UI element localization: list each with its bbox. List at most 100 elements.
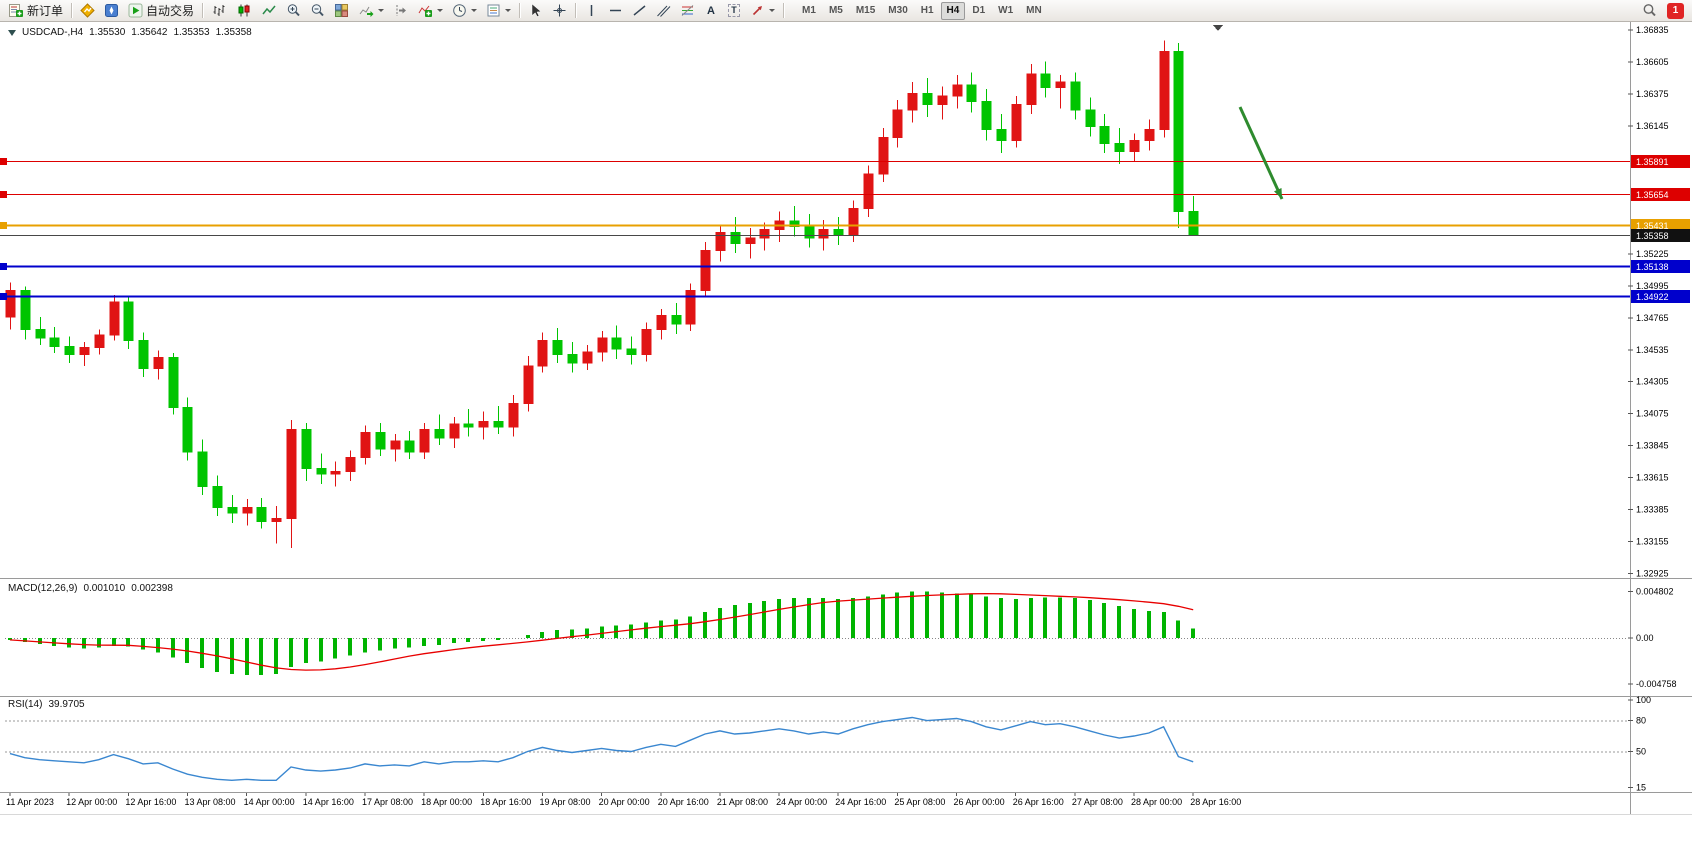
chart-shift-button[interactable] bbox=[389, 1, 412, 21]
indicators-button[interactable] bbox=[413, 1, 447, 21]
timeframe-w1-button[interactable]: W1 bbox=[998, 5, 1014, 16]
label-tool-icon: T bbox=[728, 4, 740, 17]
level-endpoint-marker[interactable] bbox=[0, 293, 7, 300]
dropdown-caret-icon bbox=[769, 9, 776, 12]
price-tag bbox=[1631, 219, 1690, 232]
ohlc-close: 1.35358 bbox=[215, 27, 252, 38]
timeframe-d1-button[interactable]: D1 bbox=[972, 5, 986, 16]
rsi-axis-label: 15 bbox=[1636, 783, 1646, 793]
trendline-icon bbox=[633, 5, 646, 16]
level-endpoint-marker[interactable] bbox=[0, 158, 7, 165]
cursor-button[interactable] bbox=[524, 1, 547, 21]
rsi-axis-label: 80 bbox=[1636, 716, 1646, 726]
indicators-icon bbox=[418, 5, 433, 17]
templates-button[interactable] bbox=[482, 1, 515, 21]
rsi-name: RSI(14) bbox=[8, 699, 43, 710]
price-axis-label: 1.36375 bbox=[1636, 89, 1669, 99]
timeframe-m5-button[interactable]: M5 bbox=[828, 5, 843, 16]
one-click-trading-toggle-icon[interactable] bbox=[8, 29, 16, 36]
trend-arrow[interactable] bbox=[1238, 106, 1284, 200]
tile-windows-icon bbox=[335, 4, 349, 17]
notification-badge[interactable]: 1 bbox=[1667, 2, 1684, 19]
vertical-line-tool-button[interactable] bbox=[580, 1, 603, 21]
search-icon bbox=[1643, 4, 1656, 17]
timeframe-m1-button[interactable]: M1 bbox=[802, 5, 816, 16]
label-tool-button[interactable]: T bbox=[723, 1, 745, 21]
crosshair-button[interactable] bbox=[548, 1, 571, 21]
dropdown-caret-icon bbox=[437, 9, 444, 12]
horizontal-line-tool-button[interactable] bbox=[604, 1, 627, 21]
navigator-icon bbox=[105, 4, 119, 17]
toolbar-divider bbox=[783, 3, 785, 18]
autotrading-button[interactable]: 自动交易 bbox=[124, 1, 198, 21]
rsi-axis-label: 50 bbox=[1636, 747, 1646, 757]
time-axis-label: 21 Apr 08:00 bbox=[717, 797, 768, 807]
chart-shift-marker[interactable] bbox=[1213, 25, 1223, 31]
rsi-value: 39.9705 bbox=[48, 699, 85, 710]
fibonacci-tool-button[interactable] bbox=[676, 1, 699, 21]
level-endpoint-marker[interactable] bbox=[0, 263, 7, 270]
autotrading-icon bbox=[128, 3, 143, 18]
ohlc-open: 1.35530 bbox=[89, 27, 126, 38]
price-tag bbox=[1631, 188, 1690, 201]
bar-chart-mode-button[interactable] bbox=[207, 1, 231, 21]
timeframe-h4-button[interactable]: H4 bbox=[940, 1, 966, 20]
price-axis-label: 1.34305 bbox=[1636, 377, 1669, 387]
new-order-button[interactable]: 新订单 bbox=[4, 1, 67, 21]
periods-button[interactable] bbox=[448, 1, 481, 21]
candlestick-chart-mode-button[interactable] bbox=[232, 1, 256, 21]
price-tag bbox=[1631, 290, 1690, 303]
timeframe-m15-button[interactable]: M15 bbox=[855, 5, 876, 16]
zoom-out-icon bbox=[311, 4, 324, 17]
text-tool-button[interactable]: A bbox=[700, 1, 722, 21]
price-tag bbox=[1631, 229, 1690, 242]
timeframe-mn-button[interactable]: MN bbox=[1026, 5, 1042, 16]
market-watch-button[interactable] bbox=[76, 1, 99, 21]
line-chart-icon bbox=[262, 5, 276, 15]
price-axis-label: 1.36835 bbox=[1636, 25, 1669, 35]
macd-name: MACD(12,26,9) bbox=[8, 583, 78, 594]
zoom-in-button[interactable] bbox=[282, 1, 305, 21]
price-axis-label: 1.34995 bbox=[1636, 281, 1669, 291]
toolbar-divider bbox=[519, 3, 521, 18]
time-axis-label: 19 Apr 08:00 bbox=[539, 797, 590, 807]
price-axis-label: 1.33155 bbox=[1636, 537, 1669, 547]
toolbar: 新订单 自动交易 bbox=[0, 0, 1692, 22]
trend-arrow-head[interactable] bbox=[1274, 188, 1282, 199]
dropdown-caret-icon bbox=[378, 9, 385, 12]
level-endpoint-marker[interactable] bbox=[0, 222, 7, 229]
navigator-button[interactable] bbox=[100, 1, 123, 21]
price-tag bbox=[1631, 260, 1690, 273]
price-tag-label: 1.35891 bbox=[1636, 157, 1669, 167]
tile-windows-button[interactable] bbox=[330, 1, 353, 21]
cursor-icon bbox=[531, 3, 542, 17]
trendline-tool-button[interactable] bbox=[628, 1, 651, 21]
price-axis-label: 1.34535 bbox=[1636, 345, 1669, 355]
toolbar-right-group: 1 bbox=[1638, 1, 1688, 21]
timeframe-h1-button[interactable]: H1 bbox=[920, 5, 934, 16]
line-chart-mode-button[interactable] bbox=[257, 1, 281, 21]
chart-shift-icon bbox=[396, 5, 407, 16]
rsi-line bbox=[9, 716, 1194, 782]
macd-label: MACD(12,26,9) 0.001010 0.002398 bbox=[8, 583, 173, 594]
time-axis-label: 14 Apr 00:00 bbox=[244, 797, 295, 807]
arrows-tool-button[interactable] bbox=[746, 1, 779, 21]
search-button[interactable] bbox=[1638, 1, 1661, 21]
ohlc-low: 1.35353 bbox=[173, 27, 210, 38]
channel-tool-button[interactable] bbox=[652, 1, 675, 21]
chart-symbol-period: USDCAD-,H4 bbox=[22, 27, 84, 38]
time-axis-label: 11 Apr 2023 bbox=[6, 797, 54, 807]
level-endpoint-marker[interactable] bbox=[0, 191, 7, 198]
zoom-out-button[interactable] bbox=[306, 1, 329, 21]
candlesticks bbox=[5, 40, 1199, 548]
time-axis-label: 20 Apr 00:00 bbox=[599, 797, 650, 807]
timeframe-m30-button[interactable]: M30 bbox=[888, 5, 908, 16]
auto-scroll-button[interactable] bbox=[354, 1, 388, 21]
horizontal-line-icon bbox=[610, 9, 622, 12]
time-axis-label: 18 Apr 16:00 bbox=[480, 797, 531, 807]
time-axis-label: 14 Apr 16:00 bbox=[303, 797, 354, 807]
templates-icon bbox=[487, 4, 500, 17]
vertical-line-icon bbox=[590, 5, 593, 16]
price-axis-label: 1.33615 bbox=[1636, 473, 1669, 483]
